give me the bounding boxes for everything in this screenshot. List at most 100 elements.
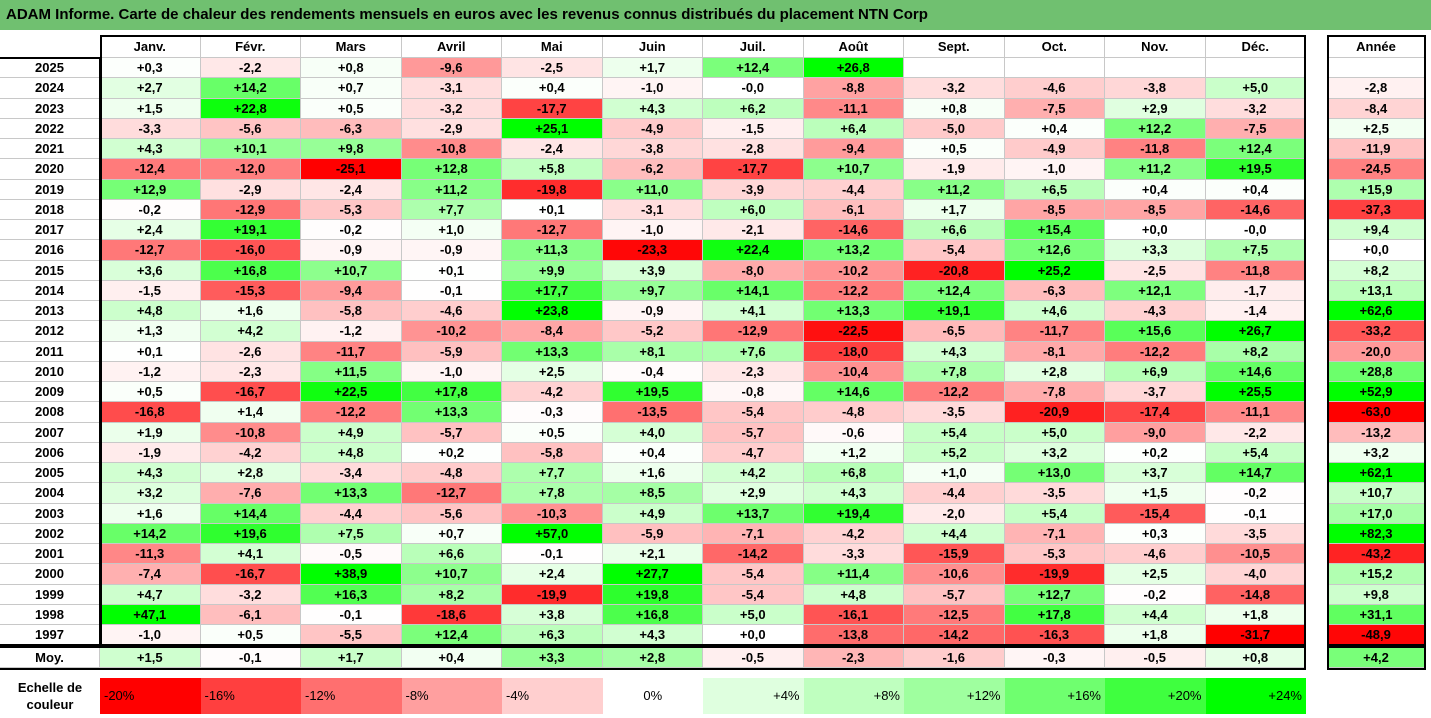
heatmap-cell: -2,8: [703, 139, 804, 160]
heatmap-cell: -15,4: [1105, 503, 1206, 524]
heatmap-cell: -2,6: [200, 341, 301, 362]
heatmap-cell: -15,9: [904, 544, 1005, 565]
heatmap-cell: +12,4: [703, 58, 804, 79]
heatmap-cell: -4,9: [1004, 139, 1105, 160]
color-scale-stop: -16%: [200, 678, 301, 714]
heatmap-cell: -1,4: [1205, 301, 1306, 322]
heatmap-cell: -6,2: [602, 159, 703, 180]
heatmap-cell: +0,8: [301, 58, 402, 79]
heatmap-cell: -16,8: [100, 402, 201, 423]
heatmap-cell: -10,4: [803, 361, 904, 382]
heatmap-cell: -0,2: [1105, 584, 1206, 605]
page-title: ADAM Informe. Carte de chaleur des rende…: [0, 0, 1431, 30]
heatmap-cell: -7,8: [1004, 382, 1105, 403]
heatmap-cell: -5,4: [904, 240, 1005, 261]
color-scale-stop: +16%: [1004, 678, 1105, 714]
heatmap-cell: +2,8: [200, 463, 301, 484]
annual-cell: +17,0: [1328, 503, 1425, 524]
average-cell: +1,5: [100, 648, 201, 668]
heatmap-cell: +47,1: [100, 604, 201, 625]
heatmap-cell: -1,0: [602, 220, 703, 241]
heatmap-cell: -4,6: [401, 301, 502, 322]
annual-cell: -11,9: [1328, 139, 1425, 160]
annual-cell: [1328, 58, 1425, 79]
heatmap-cell: -23,3: [602, 240, 703, 261]
heatmap-cell: +11,0: [602, 179, 703, 200]
color-scale-stop: +12%: [904, 678, 1005, 714]
heatmap-cell: +8,2: [401, 584, 502, 605]
heatmap-cell: +6,4: [803, 118, 904, 139]
heatmap-cell: -10,8: [200, 422, 301, 443]
heatmap-cell: +4,2: [703, 463, 804, 484]
heatmap-cell: -5,4: [703, 584, 804, 605]
heatmap-cell: -12,0: [200, 159, 301, 180]
heatmap-cell: -12,5: [904, 604, 1005, 625]
heatmap-cell: -11,1: [1205, 402, 1306, 423]
heatmap-cell: -16,0: [200, 240, 301, 261]
column-header: Août: [803, 36, 904, 58]
heatmap-cell: -1,0: [100, 625, 201, 646]
heatmap-cell: -1,9: [904, 159, 1005, 180]
heatmap-cell: -4,4: [301, 503, 402, 524]
heatmap-cell: +7,7: [502, 463, 603, 484]
heatmap-cell: +0,2: [401, 442, 502, 463]
heatmap-cell: +13,2: [803, 240, 904, 261]
heatmap-cell: +25,5: [1205, 382, 1306, 403]
heatmap-cell: +2,7: [100, 78, 201, 99]
heatmap-cell: -11,7: [301, 341, 402, 362]
heatmap-cell: -12,4: [100, 159, 201, 180]
heatmap-cell: -4,9: [602, 118, 703, 139]
heatmap-cell: -17,7: [703, 159, 804, 180]
row-year-label: 2005: [0, 463, 100, 484]
heatmap-cell: -6,1: [803, 199, 904, 220]
heatmap-cell: +0,5: [100, 382, 201, 403]
heatmap-cell: -12,9: [200, 199, 301, 220]
heatmap-cell: +0,0: [1105, 220, 1206, 241]
heatmap-cell: +2,4: [502, 564, 603, 585]
heatmap-cell: -10,3: [502, 503, 603, 524]
heatmap-cell: +1,6: [200, 301, 301, 322]
heatmap-cell: [1205, 58, 1306, 79]
heatmap-cell: +0,5: [502, 422, 603, 443]
heatmap-cell: +0,8: [904, 98, 1005, 119]
heatmap-cell: -6,5: [904, 321, 1005, 342]
column-header: Déc.: [1205, 36, 1306, 58]
heatmap-cell: -15,3: [200, 280, 301, 301]
heatmap-cell: +3,3: [1105, 240, 1206, 261]
heatmap-cell: +9,9: [502, 260, 603, 281]
heatmap-cell: +15,4: [1004, 220, 1105, 241]
heatmap-cell: +12,7: [1004, 584, 1105, 605]
row-year-label: 1997: [0, 625, 100, 646]
heatmap-cell: +15,6: [1105, 321, 1206, 342]
column-header: Févr.: [200, 36, 301, 58]
heatmap-cell: +14,6: [803, 382, 904, 403]
heatmap-cell: +12,4: [1205, 139, 1306, 160]
heatmap-cell: +0,4: [1004, 118, 1105, 139]
heatmap-cell: -5,9: [401, 341, 502, 362]
heatmap-cell: +8,1: [602, 341, 703, 362]
heatmap-cell: +3,8: [502, 604, 603, 625]
heatmap-cell: -19,8: [502, 179, 603, 200]
heatmap-cell: -14,6: [803, 220, 904, 241]
heatmap-cell: -5,4: [703, 564, 804, 585]
heatmap-cell: -4,7: [703, 442, 804, 463]
heatmap-cell: +2,4: [100, 220, 201, 241]
heatmap-cell: -13,8: [803, 625, 904, 646]
heatmap-cell: +11,2: [401, 179, 502, 200]
heatmap-cell: +4,3: [100, 139, 201, 160]
heatmap-cell: +7,8: [502, 483, 603, 504]
column-header: Sept.: [904, 36, 1005, 58]
heatmap-cell: +6,5: [1004, 179, 1105, 200]
heatmap-cell: -5,7: [904, 584, 1005, 605]
annual-cell: +62,1: [1328, 463, 1425, 484]
heatmap-cell: -2,9: [401, 118, 502, 139]
heatmap-cell: -0,0: [703, 78, 804, 99]
color-scale-stop: -20%: [100, 678, 201, 714]
heatmap-cell: -8,8: [803, 78, 904, 99]
color-scale-stop: +8%: [803, 678, 904, 714]
annual-cell: +62,6: [1328, 301, 1425, 322]
heatmap-cell: -2,3: [200, 361, 301, 382]
heatmap-cell: -7,4: [100, 564, 201, 585]
color-scale-stop: -8%: [401, 678, 502, 714]
heatmap-cell: -12,9: [703, 321, 804, 342]
